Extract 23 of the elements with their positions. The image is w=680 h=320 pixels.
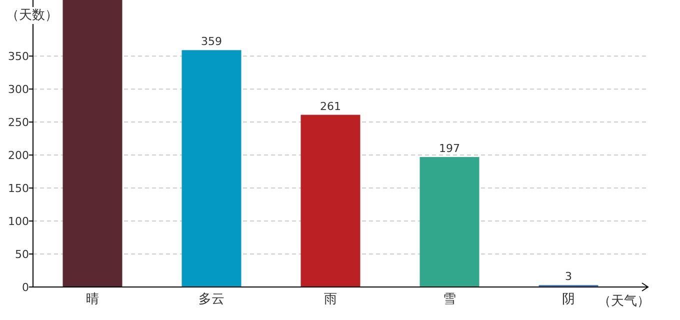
- bar: [420, 157, 480, 287]
- y-tick-label: 0: [22, 281, 29, 294]
- data-label: 359: [201, 35, 222, 48]
- y-tick-label: 150: [8, 182, 29, 196]
- data-label: 3: [565, 270, 572, 284]
- x-tick-label: 晴: [86, 292, 99, 307]
- x-tick-label: 雨: [324, 292, 337, 307]
- data-label: 197: [439, 142, 460, 156]
- data-label: 261: [320, 100, 341, 113]
- bar: [300, 114, 360, 287]
- y-tick-label: 50: [15, 248, 29, 262]
- y-tick-label: 200: [8, 149, 29, 162]
- x-tick-label: 多云: [198, 292, 224, 307]
- y-tick-label: 350: [8, 50, 29, 64]
- x-axis-title: （天气）: [598, 294, 650, 309]
- y-tick-label: 300: [8, 83, 29, 96]
- bar: [182, 50, 242, 287]
- y-axis-title: （天数）: [6, 8, 58, 23]
- y-tick-label: 250: [8, 116, 29, 130]
- x-tick-label: 雪: [443, 292, 456, 307]
- x-tick-label: 阴: [562, 292, 575, 307]
- y-tick-label: 100: [8, 215, 29, 228]
- bar: [62, 0, 122, 287]
